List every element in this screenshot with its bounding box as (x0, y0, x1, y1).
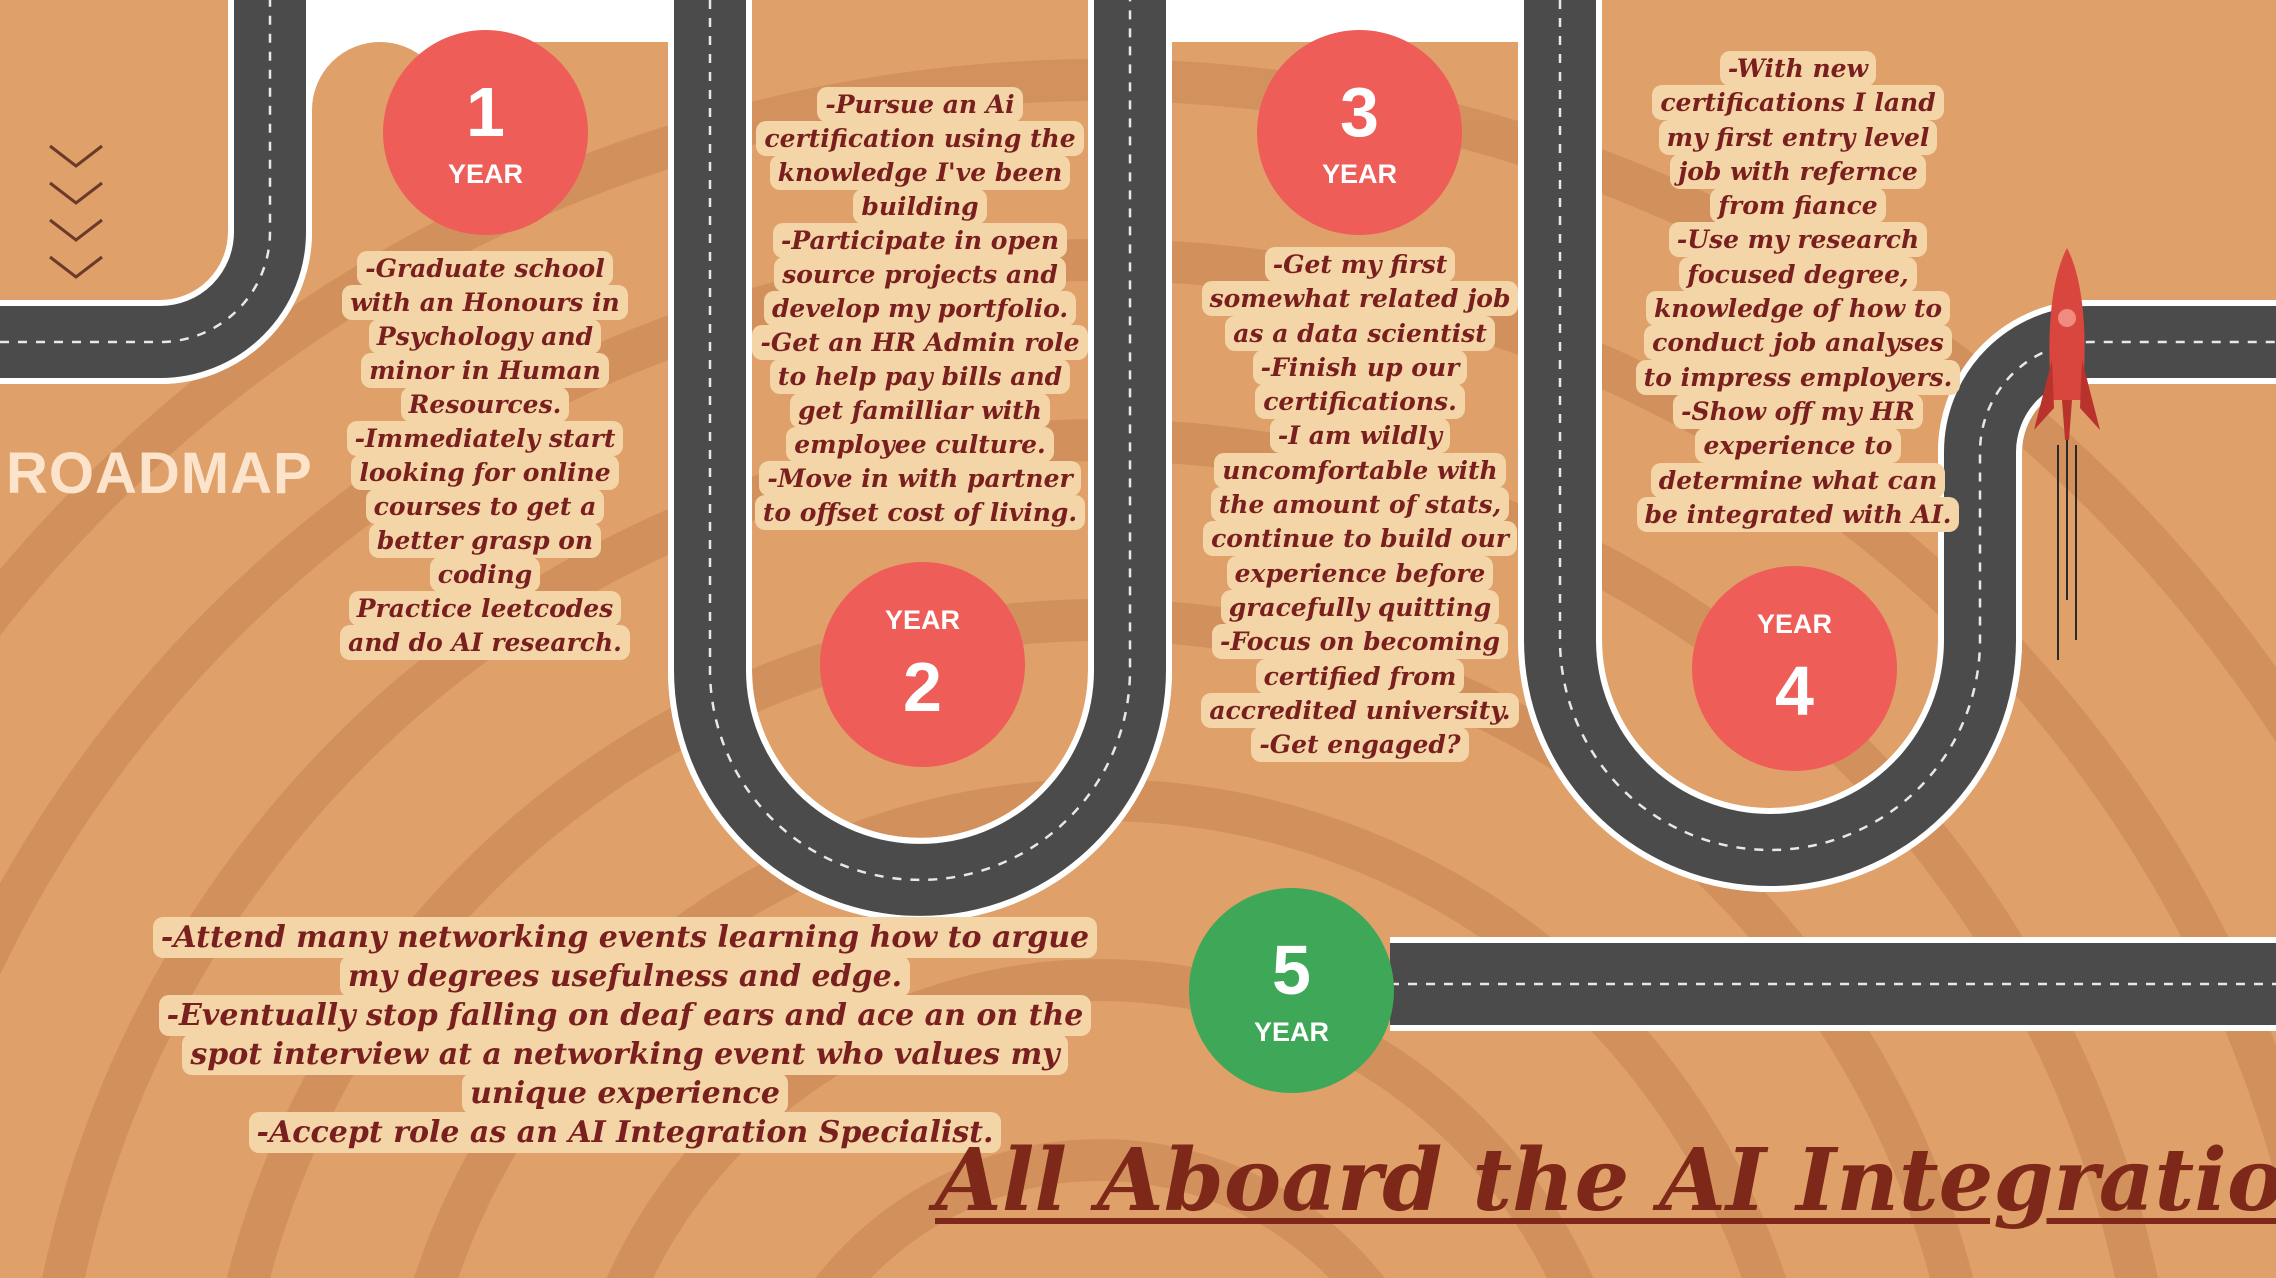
note-line: determine what can (1650, 462, 1946, 498)
note-line: certified from (1255, 658, 1465, 694)
year-4-badge: YEAR 4 (1692, 566, 1897, 771)
note-line: better grasp on (368, 523, 602, 558)
note-line: source projects and (774, 257, 1066, 292)
year-3-notes: -Get my first somewhat related job as a da… (1170, 247, 1550, 763)
note-line: -Attend many networking events learning … (152, 917, 1098, 958)
note-line: -Finish up our (1252, 349, 1468, 385)
year-4-notes: -With new certifications I land my first e… (1615, 51, 1981, 532)
note-line: knowledge I've been (769, 155, 1071, 190)
note-line: -I am wildly (1269, 418, 1451, 454)
note-line: -Move in with partner (759, 461, 1081, 496)
note-line: somewhat related job (1201, 281, 1519, 317)
year-1-badge: 1 YEAR (383, 30, 588, 235)
note-line: -With new (1719, 51, 1877, 86)
year-2-notes: -Pursue an Ai certification using the know… (740, 87, 1100, 530)
note-line: -Participate in open (772, 223, 1068, 258)
note-line: get familliar with (790, 393, 1050, 428)
year-5-badge: 5 YEAR (1189, 888, 1394, 1093)
roadmap-label: ROADMAP (6, 441, 313, 506)
note-line: and do AI research. (340, 625, 630, 660)
note-line: my degrees usefulness and edge. (339, 956, 911, 997)
year-number: 5 (1272, 931, 1311, 1009)
note-line: to impress employers. (1635, 359, 1961, 395)
note-line: -Eventually stop falling on deaf ears an… (158, 995, 1092, 1036)
note-line: certifications I land (1652, 85, 1944, 121)
rocket-icon (2034, 248, 2100, 660)
chevron-down-icon (49, 144, 103, 279)
note-line: coding (429, 557, 541, 592)
note-line: spot interview at a networking event who… (182, 1034, 1068, 1075)
note-line: uncomfortable with (1214, 452, 1506, 488)
note-line: Resources. (400, 387, 570, 422)
year-2-badge: YEAR 2 (820, 562, 1025, 767)
year-label: YEAR (1321, 159, 1397, 189)
note-line: Practice leetcodes (348, 591, 622, 626)
note-line: to help pay bills and (769, 359, 1071, 394)
note-line: experience before (1226, 555, 1494, 591)
note-line: knowledge of how to (1645, 291, 1951, 327)
note-line: -Pursue an Ai (817, 87, 1023, 122)
note-line: experience to (1695, 428, 1901, 464)
note-line: certification using the (756, 121, 1084, 156)
note-line: gracefully quitting (1220, 589, 1500, 625)
note-line: courses to get a (365, 489, 605, 524)
note-line: develop my portfolio. (763, 291, 1077, 326)
year-number: 4 (1775, 652, 1814, 730)
note-line: accredited university. (1201, 692, 1519, 728)
note-line: be integrated with AI. (1636, 496, 1960, 532)
year-number: 3 (1340, 73, 1379, 151)
slide-title: All Aboard the AI Integration (935, 1130, 2276, 1231)
note-line: -Accept role as an AI Integration Specia… (248, 1112, 1002, 1153)
road (0, 0, 2276, 1031)
note-line: continue to build our (1203, 521, 1517, 557)
year-3-badge: 3 YEAR (1257, 30, 1462, 235)
note-line: Psychology and (368, 319, 602, 354)
note-line: -Get engaged? (1251, 727, 1469, 763)
year-label: YEAR (884, 605, 960, 635)
note-line: as a data scientist (1225, 315, 1495, 351)
note-line: unique experience (462, 1073, 788, 1114)
note-line: minor in Human (361, 353, 609, 388)
note-line: from fiance (1710, 188, 1886, 224)
note-line: the amount of stats, (1210, 487, 1510, 523)
note-line: -Show off my HR (1673, 393, 1923, 429)
year-number: 2 (903, 648, 942, 726)
note-line: building (853, 189, 987, 224)
note-line: conduct job analyses (1644, 325, 1952, 361)
note-line: focused degree, (1679, 256, 1917, 292)
note-line: -Graduate school (357, 251, 613, 286)
note-line: employee culture. (786, 427, 1054, 462)
year-label: YEAR (1756, 609, 1832, 639)
note-line: to offset cost of living. (754, 495, 1086, 530)
note-line: looking for online (351, 455, 619, 490)
note-line: -Use my research (1668, 222, 1928, 258)
year-number: 1 (466, 73, 505, 151)
note-line: -Get an HR Admin role (752, 325, 1088, 360)
note-line: certifications. (1255, 384, 1465, 420)
note-line: with an Honours in (342, 285, 628, 320)
note-line: -Get my first (1264, 247, 1456, 282)
year-5-notes: -Attend many networking events learning … (100, 917, 1150, 1153)
note-line: -Focus on becoming (1211, 624, 1509, 660)
note-line: job with refernce (1670, 153, 1926, 189)
year-label: YEAR (1253, 1017, 1329, 1047)
note-line: -Immediately start (346, 421, 624, 456)
year-label: YEAR (447, 159, 523, 189)
year-1-notes: -Graduate school with an Honours in Psycho… (305, 251, 665, 660)
note-line: my first entry level (1658, 119, 1938, 155)
